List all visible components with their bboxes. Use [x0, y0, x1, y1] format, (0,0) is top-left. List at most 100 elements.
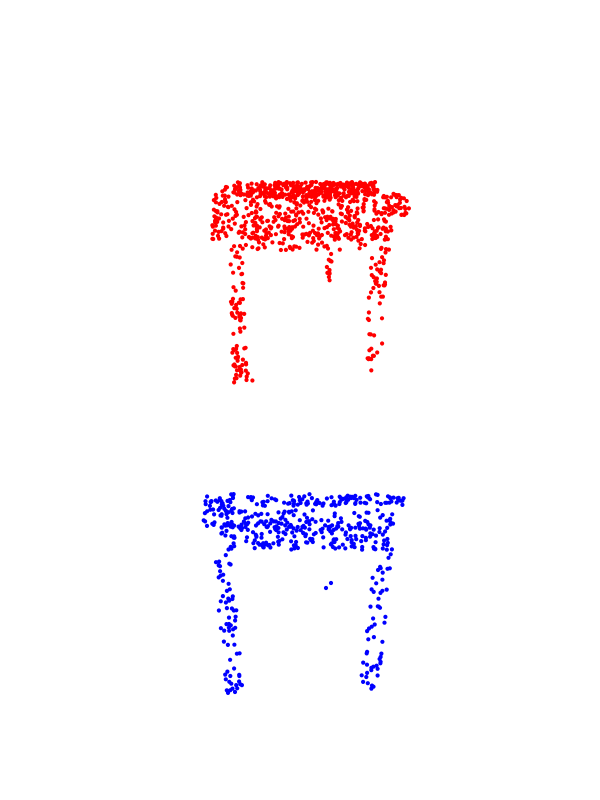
blue-leg-point	[227, 561, 232, 566]
red-leg-point	[366, 295, 371, 300]
blue-leg-point	[361, 679, 366, 685]
red-apron-point	[327, 222, 332, 228]
blue-leg-point	[237, 673, 242, 679]
red-leg-point	[241, 285, 246, 290]
red-tabletop-point	[226, 224, 231, 229]
red-apron-point	[329, 233, 334, 238]
red-tabletop-point	[304, 197, 309, 202]
red-leg-point	[383, 272, 388, 277]
blue-apron-point	[385, 525, 390, 531]
red-tabletop-point	[290, 189, 295, 194]
red-tabletop-point	[355, 220, 360, 225]
red-leg-point	[373, 262, 378, 267]
red-apron-point	[314, 247, 319, 252]
red-apron-point	[270, 240, 275, 245]
blue-leg-point	[374, 581, 379, 586]
blue-leg-point	[379, 651, 384, 656]
red-tabletop-point	[268, 183, 273, 188]
blue-leg-point	[387, 566, 392, 571]
blue-tabletop-point	[307, 519, 312, 524]
blue-apron-point	[360, 544, 365, 550]
red-tabletop-point	[307, 203, 312, 208]
blue-leg-point	[218, 569, 223, 574]
blue-tabletop-point	[384, 518, 389, 523]
red-tabletop-point	[215, 233, 221, 238]
red-tabletop-point	[260, 220, 265, 225]
red-tabletop-point	[258, 192, 263, 197]
blue-tabletop-point	[231, 506, 236, 511]
red-tabletop-point	[256, 186, 261, 191]
red-apron-point	[346, 235, 351, 240]
blue-tabletop-point	[297, 518, 302, 523]
blue-leg-point	[225, 669, 230, 674]
red-leg-point	[232, 244, 237, 249]
blue-tabletop-point	[343, 500, 348, 506]
blue-leg-point	[233, 625, 238, 630]
red-tabletop-point	[295, 190, 300, 195]
red-apron-point	[305, 239, 310, 244]
blue-tabletop-point	[237, 509, 242, 514]
blue-leg-point	[223, 553, 228, 558]
red-apron-point	[334, 231, 339, 236]
red-tabletop-point	[318, 216, 323, 221]
blue-tabletop-point	[353, 501, 358, 506]
red-tabletop-point	[404, 198, 409, 204]
blue-leg-point	[224, 688, 229, 693]
blue-apron-point	[321, 545, 326, 550]
red-tabletop-point	[215, 219, 220, 224]
blue-apron-point	[310, 539, 315, 545]
red-tabletop-point	[210, 236, 215, 241]
red-apron-point	[283, 247, 288, 252]
blue-leg-point	[364, 662, 370, 667]
red-apron-point	[383, 237, 388, 242]
red-apron-point	[259, 235, 264, 240]
blue-tabletop-point	[282, 500, 287, 505]
blue-tabletop-point	[254, 502, 259, 507]
red-tabletop-point	[352, 215, 357, 220]
blue-apron-point	[336, 524, 341, 529]
red-apron-point	[256, 246, 261, 251]
blue-leg-point	[238, 682, 243, 687]
red-tabletop-point	[319, 220, 324, 225]
blue-tabletop-point	[225, 498, 230, 503]
red-apron-point	[357, 246, 362, 251]
blue-apron-point	[368, 531, 373, 536]
red-apron-point	[264, 236, 269, 241]
blue-tabletop-point	[220, 501, 225, 506]
red-tabletop-point	[261, 184, 266, 189]
red-tabletop-point	[360, 189, 365, 194]
red-leg-point	[378, 267, 384, 272]
blue-apron-point	[224, 528, 229, 534]
red-apron-point	[229, 227, 234, 232]
blue-apron-point	[360, 534, 365, 539]
blue-tabletop-point	[301, 523, 306, 528]
red-tabletop-point	[372, 192, 377, 197]
blue-tabletop-point	[202, 510, 207, 516]
red-tabletop-point	[226, 205, 231, 210]
blue-leg-point	[225, 642, 230, 648]
red-tabletop-point	[359, 184, 364, 189]
blue-apron-point	[333, 546, 338, 551]
red-leg-point	[328, 258, 333, 264]
red-tabletop-point	[220, 189, 225, 194]
red-apron-point	[310, 240, 315, 245]
red-tabletop-point	[253, 210, 258, 215]
red-tabletop-point	[364, 197, 369, 202]
red-leg-point	[244, 362, 249, 367]
blue-tabletop-point	[388, 496, 393, 501]
red-tabletop-point	[265, 218, 271, 223]
red-tabletop-point	[334, 186, 339, 191]
blue-tabletop-point	[339, 497, 344, 502]
red-tabletop-point	[355, 206, 360, 211]
red-tabletop-point	[292, 200, 297, 205]
blue-tabletop-point	[261, 499, 266, 504]
blue-apron-point	[340, 542, 345, 547]
blue-tabletop-point	[256, 521, 261, 526]
red-tabletop-point	[240, 235, 245, 240]
red-leg-point	[372, 333, 377, 338]
blue-tabletop-point	[249, 514, 255, 519]
red-apron-point	[370, 226, 375, 231]
blue-tabletop-point	[297, 494, 302, 500]
red-leg-point	[370, 353, 375, 358]
red-tabletop-point	[360, 205, 365, 210]
